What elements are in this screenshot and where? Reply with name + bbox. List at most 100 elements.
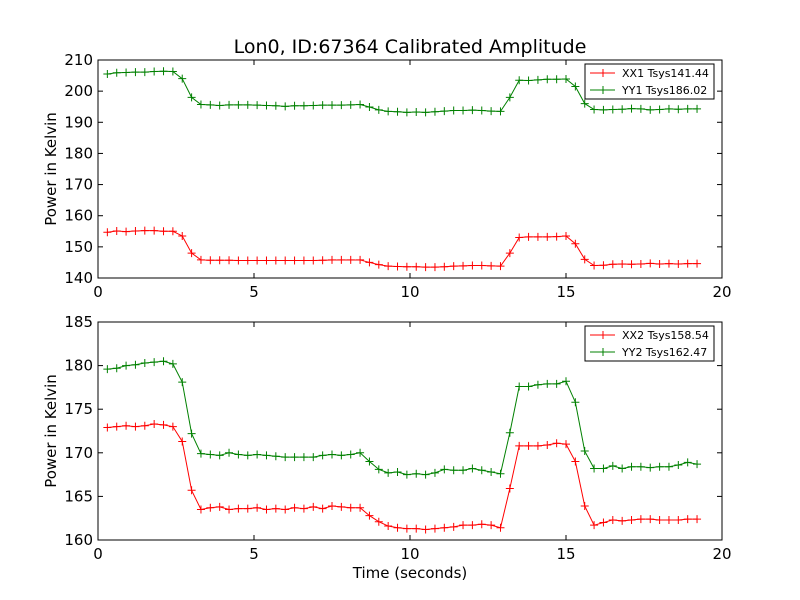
- data-point: [253, 450, 262, 459]
- data-point: [618, 516, 627, 525]
- data-point: [234, 504, 243, 513]
- data-point: [524, 382, 533, 391]
- data-point: [636, 104, 645, 113]
- data-point: [243, 451, 252, 460]
- data-point: [674, 461, 683, 470]
- data-point: [543, 75, 552, 84]
- data-point: [459, 521, 468, 530]
- legend-box: [584, 63, 715, 100]
- data-point: [225, 256, 234, 265]
- data-point: [309, 101, 318, 110]
- data-point: [449, 522, 458, 531]
- data-point: [421, 525, 430, 534]
- data-point: [356, 448, 365, 457]
- data-point: [206, 100, 215, 109]
- data-point: [328, 255, 336, 264]
- data-point: [608, 260, 617, 269]
- data-point: [178, 74, 187, 83]
- data-point: [487, 467, 496, 476]
- y-tick-label: 160: [64, 531, 93, 549]
- data-point: [636, 515, 645, 524]
- data-point: [187, 93, 196, 102]
- data-point: [627, 515, 636, 524]
- data-point: [384, 262, 393, 271]
- data-point: [262, 256, 271, 265]
- data-point: [477, 106, 486, 115]
- data-point: [599, 464, 608, 473]
- y-tick-label: 200: [64, 82, 93, 100]
- data-point: [159, 420, 168, 429]
- data-point: [618, 105, 627, 114]
- legend-marker: [599, 69, 607, 77]
- data-point: [112, 422, 121, 431]
- data-point: [440, 107, 449, 116]
- y-tick-label: 180: [64, 357, 93, 375]
- data-point: [562, 74, 570, 83]
- data-point: [309, 453, 318, 462]
- data-point: [140, 358, 149, 367]
- data-point: [505, 428, 514, 437]
- data-point: [337, 502, 346, 511]
- data-point: [168, 422, 177, 431]
- data-point: [533, 232, 542, 241]
- data-point: [449, 106, 458, 115]
- data-point: [356, 255, 365, 264]
- series-1: [103, 420, 702, 534]
- data-point: [515, 382, 524, 391]
- data-point: [421, 263, 430, 272]
- data-point: [646, 105, 655, 114]
- x-tick-label: 10: [400, 545, 419, 563]
- data-point: [477, 261, 486, 270]
- y-tick-label: 150: [64, 238, 93, 256]
- x-tick-label: 10: [400, 283, 419, 301]
- data-point: [234, 100, 243, 109]
- data-point: [496, 262, 505, 271]
- data-point: [243, 256, 252, 265]
- legend-box: [584, 325, 715, 362]
- data-point: [328, 101, 336, 110]
- data-point: [627, 104, 636, 113]
- data-point: [318, 504, 327, 513]
- data-point: [562, 440, 570, 449]
- data-point: [337, 255, 346, 264]
- data-point: [384, 107, 393, 116]
- data-point: [468, 521, 477, 530]
- data-point: [552, 75, 561, 84]
- data-point: [187, 249, 196, 258]
- data-point: [225, 448, 234, 457]
- data-point: [468, 106, 477, 115]
- data-point: [112, 226, 121, 235]
- data-point: [168, 227, 177, 236]
- data-point: [412, 108, 421, 117]
- data-point: [262, 505, 271, 514]
- data-point: [393, 107, 402, 116]
- data-point: [515, 233, 524, 242]
- data-point: [646, 463, 655, 472]
- data-point: [365, 457, 374, 466]
- data-point: [571, 239, 580, 248]
- data-point: [505, 484, 514, 493]
- data-point: [412, 469, 421, 478]
- data-point: [225, 505, 234, 514]
- series-1: [103, 226, 702, 272]
- data-point: [552, 232, 561, 241]
- data-point: [683, 458, 692, 467]
- data-point: [683, 515, 692, 524]
- data-point: [168, 359, 177, 368]
- data-point: [693, 515, 702, 524]
- legend-marker: [599, 331, 607, 339]
- data-point: [636, 462, 645, 471]
- data-point: [524, 76, 533, 85]
- data-point: [412, 524, 421, 533]
- y-tick-label: 190: [64, 113, 93, 131]
- data-point: [150, 226, 159, 235]
- data-point: [271, 504, 280, 513]
- data-point: [402, 524, 411, 533]
- data-point: [140, 68, 149, 77]
- series-line: [107, 70, 698, 113]
- data-point: [187, 486, 196, 495]
- data-point: [468, 261, 477, 270]
- x-tick-label: 0: [93, 545, 103, 563]
- data-point: [636, 259, 645, 268]
